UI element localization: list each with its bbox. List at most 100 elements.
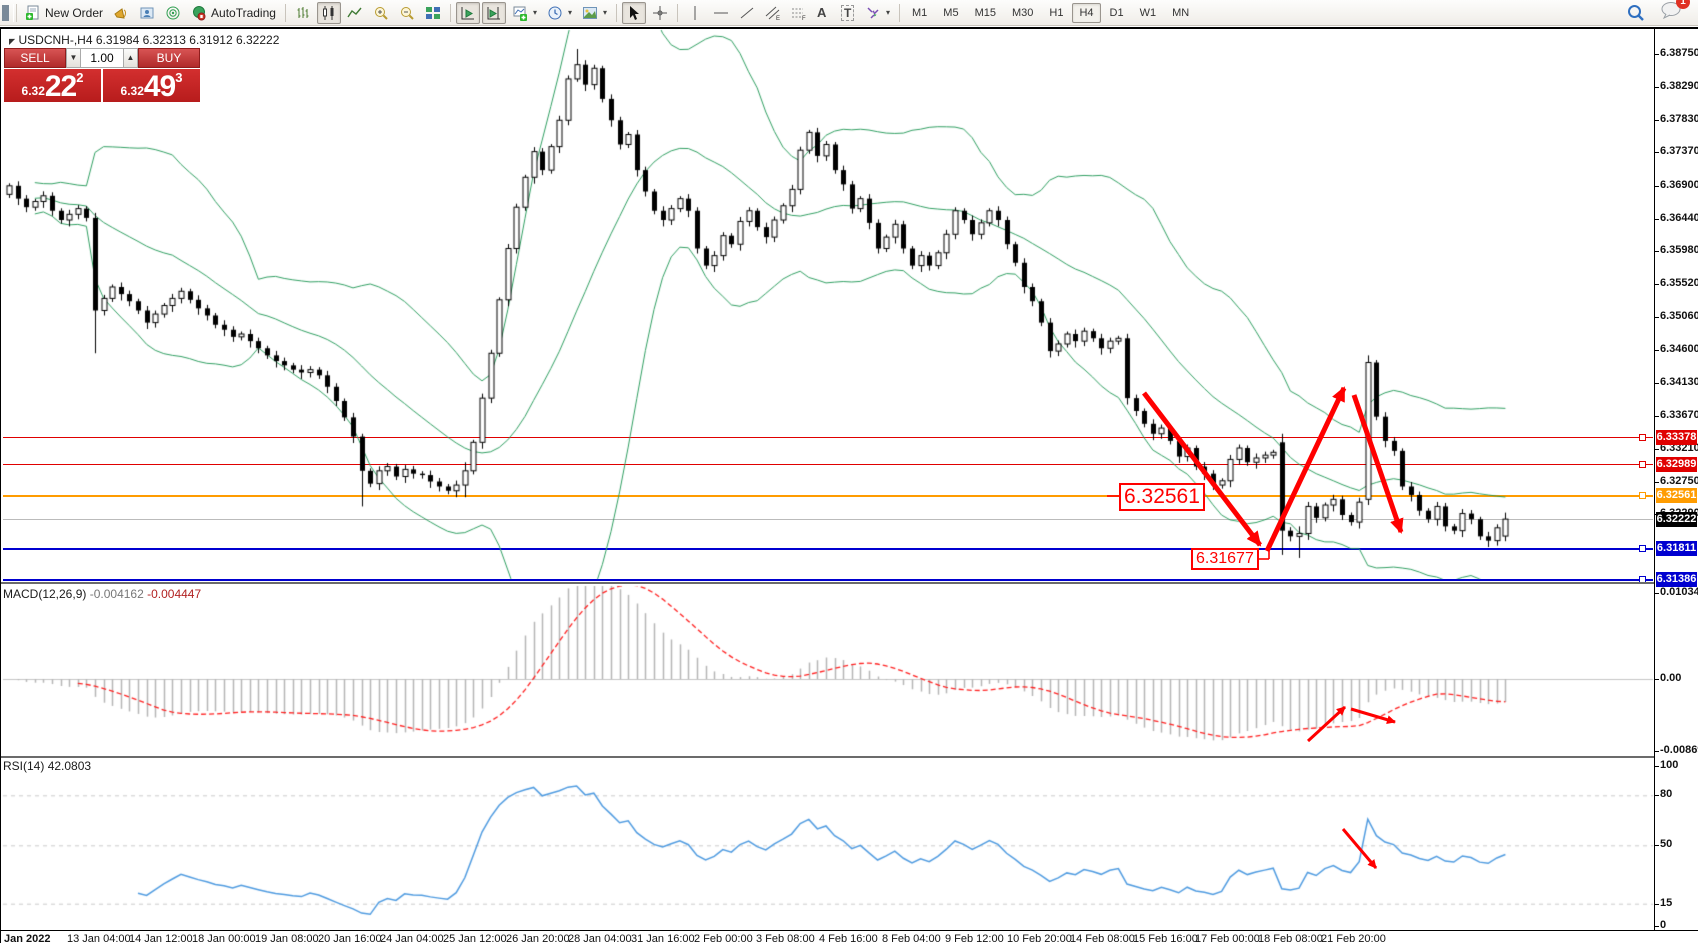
zoom-out-button[interactable] (395, 2, 419, 24)
price-chart-canvas[interactable] (1, 29, 1698, 943)
template-button[interactable]: ▾ (578, 2, 611, 24)
zoom-in-icon (374, 6, 388, 20)
volume-up-button[interactable]: ▲ (123, 48, 138, 68)
price-tick-6.38750-tick (1655, 54, 1659, 55)
tile-windows-button[interactable] (421, 2, 445, 24)
text-button[interactable]: A (813, 2, 835, 24)
fibonacci-icon: F (792, 8, 806, 21)
toolbar-separator (616, 3, 617, 22)
megaphone-icon (114, 7, 127, 19)
toolbar: New Order AutoTrading (0, 0, 1698, 26)
crosshair-button[interactable] (648, 2, 672, 24)
sell-price-button[interactable]: 6.32 22 2 (4, 69, 101, 102)
timeframe-w1[interactable]: W1 (1139, 6, 1157, 19)
auto-scroll-button[interactable] (455, 1, 480, 24)
price-tick-6.35060: 6.35060 (1660, 310, 1698, 322)
sell-price-small: 6.32 (21, 84, 45, 98)
expert-button[interactable] (135, 2, 159, 24)
macd-value-1: -0.004162 (89, 587, 144, 601)
text-label-button[interactable]: T (837, 2, 859, 24)
time-label-2: 14 Jan 12:00 (129, 933, 193, 943)
price-axis[interactable]: 6.38750 6.38290 6.37830 6.37370 6.36900 6.364… (1654, 29, 1698, 931)
timeframe-h1[interactable]: H1 (1049, 6, 1064, 19)
rsi-tick-0: 0 (1660, 919, 1667, 931)
price-annotation-box-6.32561[interactable]: 6.32561 (1119, 483, 1205, 511)
timeframe-m5[interactable]: M5 (943, 6, 959, 19)
vertical-line-button[interactable] (683, 2, 707, 24)
time-label-7: 25 Jan 12:00 (443, 933, 507, 943)
rsi-tick-15: 15 (1660, 897, 1673, 909)
new-order-label: New Order (45, 5, 104, 20)
price-tick-6.35520-tick (1655, 284, 1659, 285)
volume-input[interactable]: 1.00 (81, 48, 123, 68)
time-label-8: 26 Jan 20:00 (506, 933, 570, 943)
new-chart-button[interactable]: ▾ (508, 2, 541, 24)
price-tag-6.31811: 6.31811 (1656, 541, 1697, 556)
bar-chart-button[interactable] (291, 2, 315, 24)
timeframe-d1[interactable]: D1 (1109, 6, 1124, 19)
rsi-tick-0-tick (1655, 926, 1659, 927)
macd-tick--0.008696-tick (1655, 751, 1659, 752)
cursor-button[interactable] (622, 1, 646, 24)
template-icon (582, 6, 597, 19)
chart-shift-button[interactable] (481, 1, 506, 24)
megaphone-button[interactable] (109, 2, 133, 24)
period-button[interactable]: ▾ (543, 2, 576, 24)
price-tick-6.33210: 6.33210 (1660, 442, 1698, 454)
time-axis[interactable]: Jan 2022 13 Jan 04:00 14 Jan 12:00 18 Jan 0… (1, 930, 1698, 943)
price-tick-6.33670-tick (1655, 416, 1659, 417)
buy-button[interactable]: BUY (138, 48, 200, 68)
volume-down-button[interactable]: ▼ (66, 48, 81, 68)
toolbar-separator (449, 3, 451, 22)
line-chart-icon (347, 7, 362, 17)
panel-separator-macd[interactable] (1, 582, 1698, 584)
rsi-tick-80: 80 (1660, 788, 1673, 800)
price-tick-6.36440: 6.36440 (1660, 212, 1698, 224)
panel-separator-rsi[interactable] (1, 756, 1698, 758)
rsi-value: 42.0803 (47, 759, 92, 773)
timeframe-m15[interactable]: M15 (974, 6, 996, 19)
macd-tick--0.008696: -0.008696 (1660, 744, 1698, 756)
trade-panel-prices: 6.32 22 2 6.32 49 3 (4, 69, 200, 102)
time-label-9: 28 Jan 04:00 (568, 933, 632, 943)
timeframe-m30[interactable]: M30 (1011, 6, 1034, 19)
price-tick-6.38290: 6.38290 (1660, 80, 1698, 92)
trendline-button[interactable] (735, 2, 759, 24)
price-tick-6.33210-tick (1655, 449, 1659, 450)
price-tag-6.31386: 6.31386 (1656, 572, 1697, 587)
toolbar-grip (13, 3, 17, 22)
sell-button[interactable]: SELL (4, 48, 66, 68)
horizontal-line-icon (714, 12, 728, 13)
price-tick-6.38750: 6.38750 (1660, 47, 1698, 59)
channel-button[interactable]: E (761, 2, 785, 24)
buy-price-button[interactable]: 6.32 49 3 (103, 69, 200, 102)
rsi-tick-50: 50 (1660, 838, 1673, 850)
price-tag-6.32561: 6.32561 (1656, 488, 1697, 503)
notifications-button[interactable]: 1 (1660, 0, 1690, 24)
price-tick-6.32750: 6.32750 (1660, 475, 1698, 487)
autotrading-button[interactable]: AutoTrading (187, 2, 280, 24)
search-icon[interactable] (1626, 3, 1646, 23)
time-label-20: 18 Feb 08:00 (1258, 933, 1323, 943)
candlestick-button[interactable] (316, 1, 341, 24)
line-chart-button[interactable] (343, 2, 367, 24)
fibonacci-button[interactable]: F (787, 2, 811, 24)
rsi-tick-80-tick (1655, 795, 1659, 796)
timeframe-mn[interactable]: MN (1172, 6, 1190, 19)
clipped-icon (2, 4, 9, 21)
timeframe-m1[interactable]: M1 (912, 6, 928, 19)
horizontal-line-button[interactable] (709, 2, 733, 24)
macd-tick-0.010349-tick (1655, 593, 1659, 594)
new-order-button[interactable]: New Order (21, 2, 107, 24)
price-annotation-box-6.31677[interactable]: 6.31677 (1191, 548, 1259, 570)
shapes-button[interactable]: ▾ (861, 2, 894, 24)
zoom-in-button[interactable] (369, 2, 393, 24)
macd-label: MACD(12,26,9) -0.004162 -0.004447 (3, 587, 201, 601)
signals-button[interactable] (161, 2, 185, 24)
svg-text:E: E (776, 16, 780, 21)
buy-price-big: 49 (143, 70, 176, 103)
crosshair-icon (653, 5, 667, 20)
timeframe-h4[interactable]: H4 (1072, 2, 1101, 23)
autotrading-icon (193, 5, 206, 20)
